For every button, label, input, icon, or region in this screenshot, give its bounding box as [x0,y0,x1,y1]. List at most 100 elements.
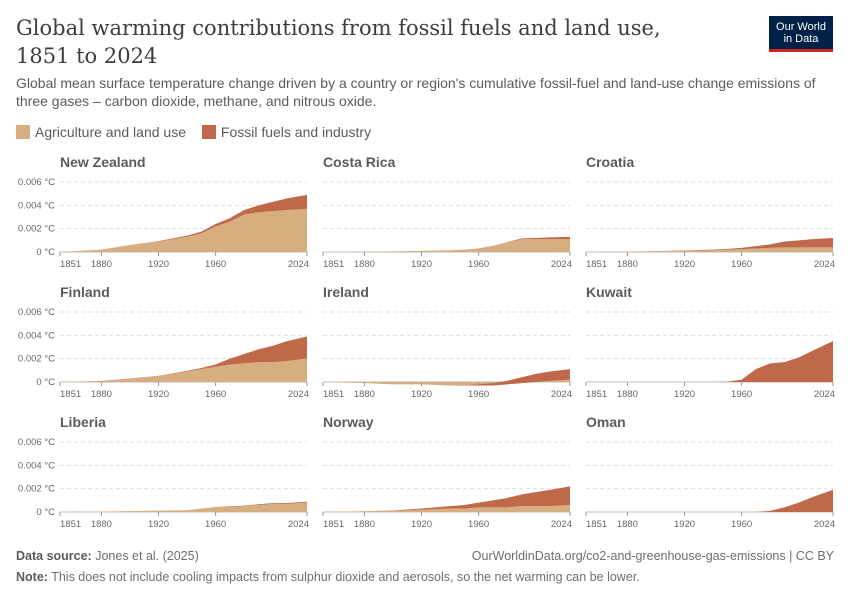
x-tick-label-norway-0: 1851 [323,519,344,530]
x-tick-label-finland-2: 1920 [148,389,169,400]
x-tick-label-ireland-1: 1880 [354,389,375,400]
x-tick-label-croatia-1: 1880 [617,259,638,270]
x-tick-label-finland-3: 1960 [205,389,226,400]
x-tick-label-oman-0: 1851 [586,519,607,530]
note-text: This does not include cooling impacts fr… [51,570,640,584]
y-tick-label-liberia-2: 0.004 °C [18,460,55,471]
footer-note-row: Note: This does not include cooling impa… [16,570,834,584]
area-fossil-new-zealand [60,194,307,252]
panel-title-costa-rica: Costa Rica [323,154,396,170]
area-agriculture-norway [323,505,570,512]
x-tick-label-croatia-3: 1960 [731,259,752,270]
x-tick-label-liberia-2: 1920 [148,519,169,530]
x-tick-label-norway-2: 1920 [411,519,432,530]
x-tick-label-new-zealand-0: 1851 [60,259,81,270]
legend-swatch-agriculture [16,125,30,139]
x-tick-label-liberia-3: 1960 [205,519,226,530]
area-fossil-norway [323,486,570,512]
y-tick-label-new-zealand-2: 0.004 °C [18,200,55,211]
x-tick-label-liberia-4: 2024 [288,519,309,530]
panel-title-oman: Oman [586,414,626,430]
legend-label-agriculture: Agriculture and land use [35,124,186,140]
x-tick-label-croatia-2: 1920 [674,259,695,270]
x-tick-label-costa-rica-2: 1920 [411,259,432,270]
x-tick-label-costa-rica-3: 1960 [468,259,489,270]
chart-title: Global warming contributions from fossil… [16,16,661,68]
legend-item-fossil[interactable]: Fossil fuels and industry [201,124,372,140]
panel-title-kuwait: Kuwait [586,284,632,300]
legend-item-agriculture[interactable]: Agriculture and land use [16,124,186,140]
y-tick-label-finland-0: 0 °C [36,377,55,388]
area-agriculture-costa-rica [323,239,570,252]
y-tick-label-finland-2: 0.004 °C [18,330,55,341]
footer-url[interactable]: OurWorldinData.org/co2-and-greenhouse-ga… [471,549,834,563]
area-fossil-ireland [323,369,570,386]
x-tick-label-kuwait-2: 1920 [674,389,695,400]
area-agriculture-finland [60,358,307,382]
area-agriculture-liberia [60,502,307,512]
note-label: Note: [16,570,48,584]
x-tick-label-norway-3: 1960 [468,519,489,530]
x-tick-label-ireland-3: 1960 [468,389,489,400]
x-tick-label-new-zealand-2: 1920 [148,259,169,270]
footer-source-row: Data source: Jones et al. (2025) OurWorl… [16,549,834,563]
x-tick-label-kuwait-4: 2024 [814,389,835,400]
panel-title-ireland: Ireland [323,284,369,300]
x-tick-label-oman-2: 1920 [674,519,695,530]
x-tick-label-finland-4: 2024 [288,389,309,400]
x-tick-label-ireland-4: 2024 [551,389,572,400]
x-tick-label-oman-4: 2024 [814,519,835,530]
panel-title-liberia: Liberia [60,414,106,430]
x-tick-label-costa-rica-0: 1851 [323,259,344,270]
x-tick-label-costa-rica-1: 1880 [354,259,375,270]
x-tick-label-norway-1: 1880 [354,519,375,530]
area-fossil-oman [586,489,833,512]
y-tick-label-new-zealand-0: 0 °C [36,247,55,258]
panel-title-new-zealand: New Zealand [60,154,146,170]
x-tick-label-oman-3: 1960 [731,519,752,530]
area-fossil-croatia [586,238,833,252]
x-tick-label-finland-0: 1851 [60,389,81,400]
logo-line-1: Our World [776,21,826,33]
x-tick-label-new-zealand-1: 1880 [91,259,112,270]
x-tick-label-liberia-1: 1880 [91,519,112,530]
logo-line-2: in Data [783,33,819,45]
area-agriculture-new-zealand [60,208,307,252]
x-tick-label-ireland-0: 1851 [323,389,344,400]
y-tick-label-finland-1: 0.002 °C [18,354,55,365]
panel-title-finland: Finland [60,284,110,300]
legend: Agriculture and land use Fossil fuels an… [16,124,383,142]
x-tick-label-croatia-0: 1851 [586,259,607,270]
x-tick-label-new-zealand-4: 2024 [288,259,309,270]
x-tick-label-costa-rica-4: 2024 [551,259,572,270]
legend-swatch-fossil [201,125,216,139]
x-tick-label-finland-1: 1880 [91,389,112,400]
panel-title-croatia: Croatia [586,154,634,170]
y-tick-label-finland-3: 0.006 °C [18,307,55,318]
y-tick-label-liberia-3: 0.006 °C [18,437,55,448]
x-tick-label-kuwait-3: 1960 [731,389,752,400]
chart-subtitle: Global mean surface temperature change d… [16,75,816,109]
x-tick-label-kuwait-1: 1880 [617,389,638,400]
x-tick-label-croatia-4: 2024 [814,259,835,270]
y-tick-label-liberia-0: 0 °C [36,507,55,518]
data-source: Data source: Jones et al. (2025) [16,549,199,563]
owid-logo[interactable]: Our World in Data [769,16,833,52]
data-source-value[interactable]: Jones et al. (2025) [95,549,199,563]
legend-label-fossil: Fossil fuels and industry [220,124,372,140]
panel-title-norway: Norway [323,414,374,430]
area-agriculture-croatia [586,247,833,252]
x-tick-label-ireland-2: 1920 [411,389,432,400]
x-tick-label-new-zealand-3: 1960 [205,259,226,270]
x-tick-label-norway-4: 2024 [551,519,572,530]
x-tick-label-kuwait-0: 1851 [586,389,607,400]
area-fossil-finland [60,336,307,382]
x-tick-label-oman-1: 1880 [617,519,638,530]
y-tick-label-new-zealand-1: 0.002 °C [18,224,55,235]
area-fossil-costa-rica [323,236,570,252]
data-source-label: Data source: [16,549,92,563]
y-tick-label-liberia-1: 0.002 °C [18,484,55,495]
area-fossil-kuwait [586,341,833,382]
y-tick-label-new-zealand-3: 0.006 °C [18,177,55,188]
